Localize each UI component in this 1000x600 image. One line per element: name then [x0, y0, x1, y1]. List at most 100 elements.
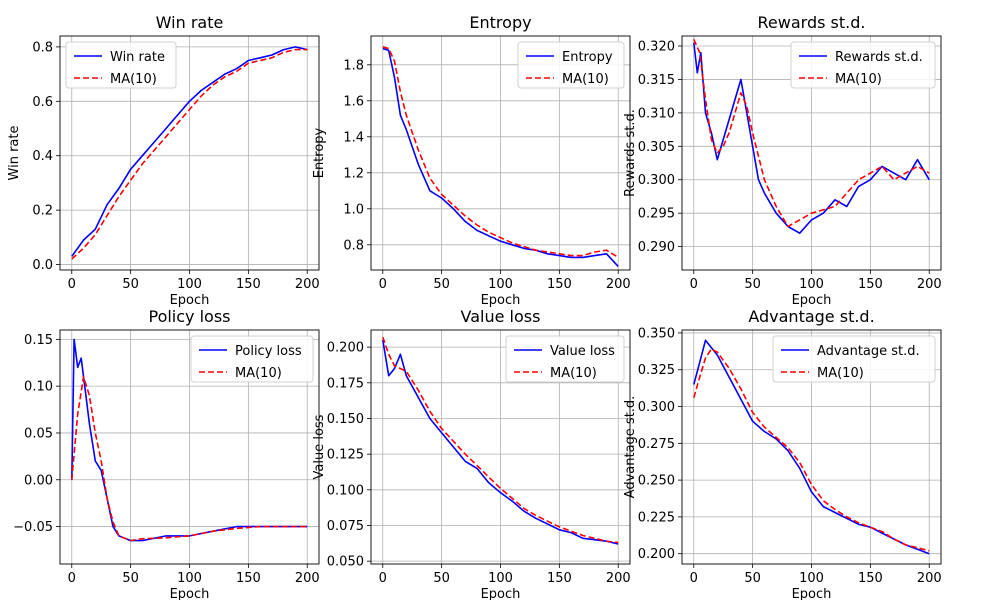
plot-frame — [59, 329, 320, 565]
y-tick-label: 0.10 — [24, 380, 53, 395]
legend-box — [772, 335, 936, 383]
y-tick-label: 0.225 — [638, 510, 675, 525]
data-line — [382, 47, 619, 267]
ma-line — [693, 38, 930, 228]
y-tick-label: 0.00 — [24, 473, 53, 488]
y-tick-label: −0.05 — [13, 520, 53, 535]
legend-entry: MA(10) — [562, 72, 609, 87]
legend: Advantage st.d. MA(10) — [772, 335, 936, 383]
x-tick-label: 0 — [68, 277, 76, 292]
chart-panel-3: 0 50 100 150 200 0.290 0.295 0.300 0.305 0.310 0.3… — [623, 13, 942, 308]
x-tick-label: 50 — [122, 277, 139, 292]
y-tick-label: 0.290 — [638, 240, 675, 255]
x-tick-label: 150 — [236, 571, 261, 586]
x-tick-label: 0 — [379, 277, 387, 292]
y-tick-label: 0.275 — [638, 437, 675, 452]
legend-box — [190, 335, 314, 383]
x-tick-label: 50 — [744, 571, 761, 586]
x-tick-label: 100 — [799, 571, 824, 586]
legend: Value loss MA(10) — [505, 335, 625, 383]
plot-frame — [59, 35, 320, 271]
y-tick-label: 0.100 — [327, 483, 364, 498]
y-axis-label: Entropy — [312, 127, 327, 178]
y-tick-label: 1.0 — [343, 202, 364, 217]
ma-line — [71, 48, 308, 260]
legend: Win rate MA(10) — [65, 41, 177, 89]
ma-line — [693, 348, 930, 552]
x-axis-label: Epoch — [170, 587, 210, 600]
legend-entry: Entropy — [562, 50, 613, 65]
x-axis-label: Epoch — [792, 293, 832, 308]
x-tick-label: 200 — [606, 277, 631, 292]
chart-panel-4: 0 50 100 150 200 −0.05 0.00 0.05 0.10 0.15 Policy … — [13, 307, 319, 600]
legend-box — [517, 41, 625, 89]
y-tick-label: 0.300 — [638, 173, 675, 188]
plot-frame — [370, 35, 631, 271]
y-tick-label: 0.200 — [327, 341, 364, 356]
data-line — [693, 339, 930, 555]
x-tick-label: 0 — [690, 277, 698, 292]
x-tick-label: 150 — [858, 277, 883, 292]
y-tick-label: 0.075 — [327, 519, 364, 534]
y-axis-label: Rewards st.d. — [623, 109, 638, 197]
data-line — [71, 46, 308, 257]
y-tick-label: 0.315 — [638, 73, 675, 88]
y-tick-label: 1.6 — [343, 94, 364, 109]
x-tick-label: 50 — [122, 571, 139, 586]
x-tick-label: 200 — [295, 571, 320, 586]
y-tick-label: 0.6 — [32, 95, 53, 110]
x-tick-label: 150 — [858, 571, 883, 586]
y-tick-label: 0.200 — [638, 547, 675, 562]
y-tick-label: 0.175 — [327, 376, 364, 391]
chart-title: Rewards st.d. — [758, 13, 866, 32]
y-tick-label: 1.2 — [343, 166, 364, 181]
legend-entry: Value loss — [550, 344, 615, 359]
plot-frame — [681, 35, 942, 271]
chart-panel-5: 0 50 100 150 200 0.050 0.075 0.100 0.125 0.150 0.1… — [312, 307, 631, 600]
plot-frame — [681, 329, 942, 565]
x-tick-label: 0 — [379, 571, 387, 586]
x-tick-label: 100 — [799, 277, 824, 292]
y-axis-label: Advantage st.d. — [623, 396, 638, 499]
chart-title: Value loss — [461, 307, 541, 326]
legend-entry: Policy loss — [235, 344, 302, 359]
x-axis-label: Epoch — [481, 587, 521, 600]
y-tick-label: 0.305 — [638, 140, 675, 155]
x-tick-label: 100 — [488, 571, 513, 586]
chart-panel-6: 0 50 100 150 200 0.200 0.225 0.250 0.275 0.300 0.3… — [623, 307, 942, 600]
x-tick-label: 50 — [744, 277, 761, 292]
legend: Rewards st.d. MA(10) — [790, 41, 936, 89]
x-tick-label: 200 — [917, 277, 942, 292]
y-tick-label: 0.325 — [638, 363, 675, 378]
y-tick-label: 0.125 — [327, 448, 364, 463]
chart-title: Advantage st.d. — [748, 307, 874, 326]
x-axis-label: Epoch — [170, 293, 210, 308]
x-tick-label: 0 — [68, 571, 76, 586]
chart-title: Entropy — [469, 13, 531, 32]
legend-entry: MA(10) — [110, 72, 157, 87]
y-tick-label: 0.8 — [32, 40, 53, 55]
ma-line — [382, 336, 619, 544]
data-line — [71, 338, 308, 542]
legend-entry: MA(10) — [550, 366, 597, 381]
y-tick-label: 0.0 — [32, 258, 53, 273]
x-axis-label: Epoch — [792, 587, 832, 600]
legend-entry: MA(10) — [835, 72, 882, 87]
y-axis-label: Win rate — [7, 126, 22, 181]
y-tick-label: 0.050 — [327, 555, 364, 570]
legend-entry: MA(10) — [235, 366, 282, 381]
data-line — [382, 339, 619, 545]
y-tick-label: 0.8 — [343, 238, 364, 253]
y-tick-label: 0.15 — [24, 333, 53, 348]
x-tick-label: 50 — [433, 571, 450, 586]
ma-line — [71, 375, 308, 542]
ma-line — [382, 46, 619, 259]
y-tick-label: 0.320 — [638, 40, 675, 55]
legend-entry: Advantage st.d. — [817, 344, 920, 359]
x-tick-label: 150 — [547, 277, 572, 292]
y-tick-label: 0.150 — [327, 412, 364, 427]
y-tick-label: 0.05 — [24, 426, 53, 441]
y-tick-label: 0.350 — [638, 326, 675, 341]
x-tick-label: 100 — [177, 277, 202, 292]
